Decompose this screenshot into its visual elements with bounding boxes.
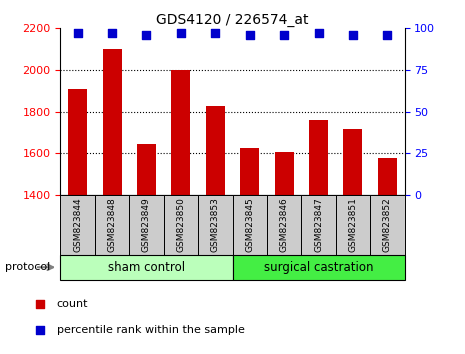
Text: GSM823853: GSM823853: [211, 197, 220, 252]
Bar: [198, 195, 232, 255]
Point: [143, 32, 150, 38]
Bar: [232, 255, 405, 280]
Point: [212, 30, 219, 36]
Point: [246, 32, 253, 38]
Bar: [301, 195, 336, 255]
Bar: [206, 106, 225, 195]
Text: GSM823848: GSM823848: [107, 198, 117, 252]
Title: GDS4120 / 226574_at: GDS4120 / 226574_at: [156, 13, 309, 27]
Point: [315, 30, 322, 36]
Point: [381, 193, 388, 199]
Bar: [309, 120, 328, 195]
Text: GSM823849: GSM823849: [142, 198, 151, 252]
Bar: [370, 195, 405, 255]
Text: GSM823851: GSM823851: [348, 197, 358, 252]
Point: [108, 30, 116, 36]
Text: GSM823844: GSM823844: [73, 198, 82, 252]
Point: [74, 30, 81, 36]
Text: percentile rank within the sample: percentile rank within the sample: [57, 325, 245, 335]
Bar: [60, 255, 232, 280]
Text: GSM823846: GSM823846: [279, 198, 289, 252]
Text: protocol: protocol: [5, 262, 50, 272]
Point: [384, 32, 391, 38]
Bar: [275, 152, 293, 195]
Bar: [60, 195, 95, 255]
Text: GSM823847: GSM823847: [314, 198, 323, 252]
Bar: [240, 148, 259, 195]
Text: count: count: [57, 298, 88, 309]
Bar: [344, 129, 362, 195]
Point: [177, 30, 185, 36]
Bar: [267, 195, 301, 255]
Bar: [68, 88, 87, 195]
Bar: [232, 195, 267, 255]
Bar: [95, 195, 129, 255]
Text: surgical castration: surgical castration: [264, 261, 373, 274]
Point: [280, 32, 288, 38]
Bar: [129, 195, 164, 255]
Bar: [137, 144, 156, 195]
Text: GSM823852: GSM823852: [383, 198, 392, 252]
Text: GSM823850: GSM823850: [176, 197, 186, 252]
Bar: [336, 195, 370, 255]
Bar: [103, 49, 121, 195]
Bar: [378, 158, 397, 195]
Bar: [172, 70, 190, 195]
Bar: [164, 195, 198, 255]
Text: GSM823845: GSM823845: [245, 198, 254, 252]
Point: [349, 32, 357, 38]
Text: sham control: sham control: [108, 261, 185, 274]
